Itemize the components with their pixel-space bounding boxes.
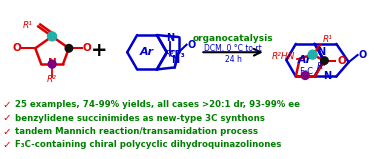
Text: ✓: ✓: [2, 113, 11, 123]
Text: N: N: [48, 58, 56, 68]
Circle shape: [301, 72, 309, 80]
Circle shape: [65, 45, 73, 52]
Text: F₃C: F₃C: [300, 67, 314, 76]
Text: N: N: [324, 72, 332, 81]
Text: ✓: ✓: [2, 127, 11, 137]
Text: N: N: [170, 55, 179, 65]
Text: O: O: [83, 43, 91, 53]
Text: R³: R³: [316, 62, 326, 71]
Text: R²: R²: [47, 76, 57, 84]
Text: N: N: [166, 33, 174, 43]
Text: O: O: [187, 40, 196, 50]
Text: tandem Mannich reaction/transamidation process: tandem Mannich reaction/transamidation p…: [14, 127, 257, 136]
Circle shape: [48, 32, 57, 41]
Text: Ar: Ar: [298, 55, 312, 65]
Text: CF₃: CF₃: [168, 50, 185, 59]
Text: +: +: [91, 41, 108, 60]
Circle shape: [308, 50, 317, 59]
Text: R³: R³: [165, 50, 175, 59]
Text: organocatalysis: organocatalysis: [193, 34, 273, 43]
Text: benzylidene succinimides as new-type 3C synthons: benzylidene succinimides as new-type 3C …: [14, 114, 264, 123]
Text: Ar: Ar: [140, 47, 154, 57]
Text: 24 h: 24 h: [225, 55, 242, 64]
Text: ✓: ✓: [2, 100, 11, 110]
Text: R¹: R¹: [22, 21, 33, 30]
Text: DCM, 0 °C to rt: DCM, 0 °C to rt: [204, 44, 262, 53]
Text: N: N: [317, 47, 325, 57]
Text: 25 examples, 74-99% yields, all cases >20:1 dr, 93-99% ee: 25 examples, 74-99% yields, all cases >2…: [14, 100, 299, 109]
Text: R²HN: R²HN: [271, 52, 295, 61]
Text: O: O: [359, 50, 367, 60]
Text: R¹: R¹: [322, 35, 332, 44]
Text: O: O: [13, 43, 22, 53]
Circle shape: [48, 60, 56, 68]
Circle shape: [321, 57, 328, 64]
Text: F₃C-containing chiral polycyclic dihydroquinazolinones: F₃C-containing chiral polycyclic dihydro…: [14, 140, 281, 149]
Text: ✓: ✓: [2, 140, 11, 150]
Text: O: O: [337, 56, 346, 66]
